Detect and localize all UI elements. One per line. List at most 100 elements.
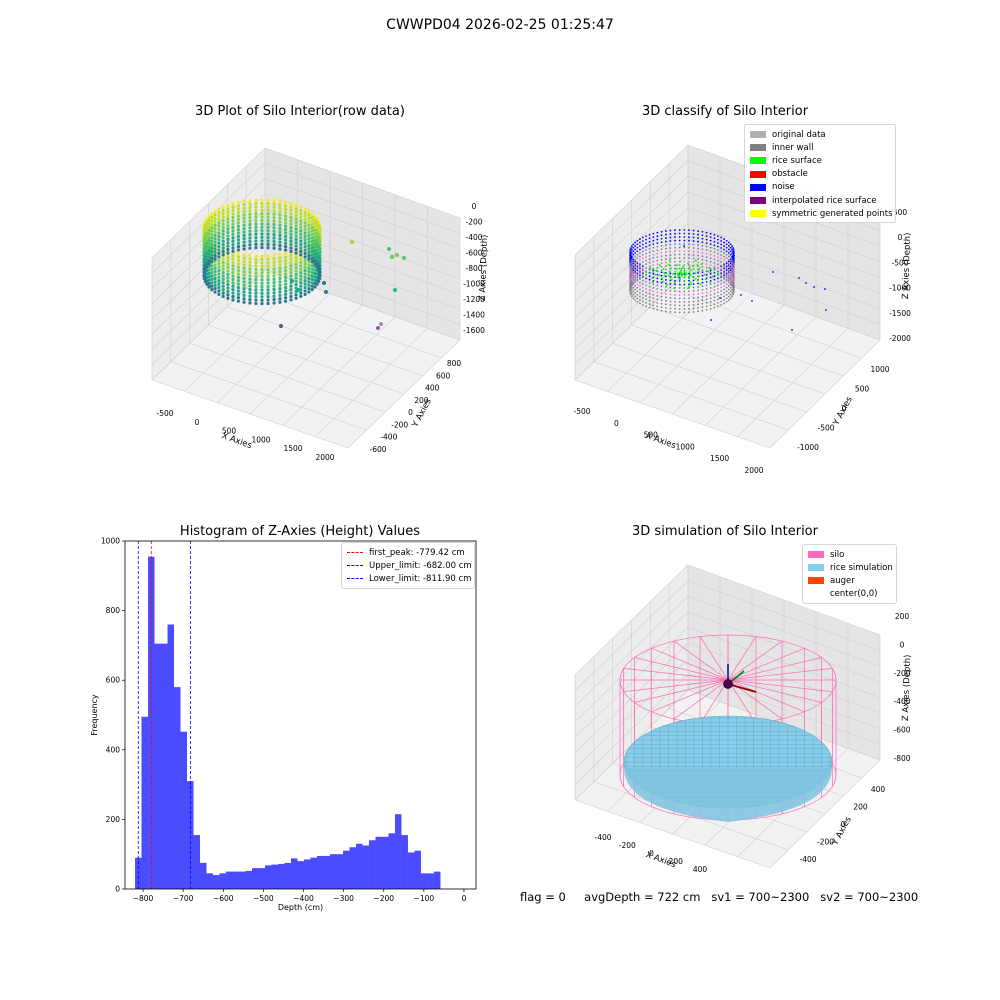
raw-data-point — [299, 208, 303, 213]
classify-data-point — [634, 260, 637, 263]
classify-data-point — [660, 299, 663, 302]
raw-data-point — [289, 254, 293, 258]
classify-data-point — [701, 255, 704, 258]
classify-data-point — [645, 245, 647, 248]
raw-data-point — [226, 213, 230, 218]
raw-data-point — [213, 223, 217, 227]
raw-data-point — [266, 239, 270, 243]
classify-data-point — [678, 304, 681, 307]
classify-data-point — [720, 261, 723, 263]
raw-data-point — [226, 276, 230, 280]
classify-data-point — [701, 295, 704, 298]
raw-data-point — [210, 212, 214, 216]
classify-data-point — [683, 243, 686, 245]
raw-data-point — [236, 217, 241, 222]
legend-label: first_peak: -779.42 cm — [369, 547, 465, 558]
legend-label: center(0,0) — [830, 589, 878, 600]
raw-data-point — [231, 212, 235, 216]
raw-data-point — [299, 222, 303, 226]
classify-data-point — [689, 273, 692, 276]
figure-title: CWWPD04 2026-02-25 01:25:47 — [386, 17, 614, 33]
classify-data-point — [674, 307, 676, 310]
raw-data-point — [266, 218, 270, 223]
raw-data-point — [272, 294, 276, 298]
classify-data-point — [692, 268, 695, 270]
classify-data-point — [648, 268, 651, 271]
raw-data-point — [307, 257, 311, 261]
classify-x-tick-label: 1500 — [710, 454, 729, 463]
classify-data-point — [656, 231, 659, 234]
raw-data-point — [266, 254, 270, 258]
raw-z-tick-label: -1600 — [463, 326, 485, 335]
raw-data-point — [283, 275, 288, 279]
silo-roof-line — [673, 640, 729, 681]
classify-data-point — [688, 264, 690, 267]
raw-data-point — [272, 301, 276, 305]
raw-data-point — [221, 274, 225, 278]
raw-data-point — [254, 215, 258, 219]
classify-data-point — [720, 290, 723, 292]
classify-data-point — [705, 287, 708, 290]
classify-data-point — [656, 256, 659, 259]
histogram-bar — [407, 852, 415, 889]
raw-data-point — [299, 281, 303, 285]
raw-data-point — [294, 217, 298, 221]
legend-swatch — [750, 131, 766, 139]
classify-data-point — [636, 260, 639, 263]
classify-data-point — [632, 269, 635, 272]
raw-data-point — [213, 209, 217, 214]
classify-data-point — [629, 261, 632, 263]
classify-data-point — [692, 290, 695, 292]
raw-data-point — [254, 261, 258, 265]
raw-data-point — [210, 271, 214, 275]
raw-data-point — [254, 208, 258, 212]
classify-data-point — [630, 262, 633, 265]
classify-data-point — [630, 273, 633, 276]
raw-data-point — [260, 281, 264, 285]
classify-data-point — [629, 291, 632, 294]
raw-data-point — [217, 221, 221, 225]
classify-grid-line — [687, 269, 881, 341]
classify-data-point — [668, 259, 671, 262]
classify-data-point — [701, 234, 704, 237]
classify-data-point — [688, 279, 690, 282]
classify-data-point — [705, 291, 708, 294]
raw-data-point — [231, 239, 235, 243]
classify-data-point — [692, 307, 695, 310]
raw-data-point — [231, 291, 235, 295]
classify-data-point — [660, 302, 663, 305]
classify-grid-line — [687, 238, 881, 310]
raw-data-point — [272, 243, 276, 247]
histogram-bar — [323, 855, 330, 889]
raw-data-point — [289, 205, 293, 209]
raw-z-axis-label: Z Axies (Depth) — [478, 234, 490, 301]
sim-z-tick-label: 0 — [900, 640, 905, 649]
raw-data-point — [210, 256, 214, 260]
classify-data-point — [701, 251, 704, 254]
raw-data-point — [217, 211, 221, 215]
classify-data-point — [660, 269, 663, 272]
raw-data-point — [221, 267, 225, 271]
raw-y-tick-label: 600 — [436, 371, 451, 380]
classify-data-point — [634, 274, 637, 277]
raw-data-point — [236, 258, 241, 262]
histogram-y-tick-label: 0 — [115, 885, 120, 894]
raw-data-point — [283, 245, 288, 249]
raw-data-point — [266, 267, 270, 272]
raw-data-point — [310, 243, 314, 247]
classify-data-point — [692, 236, 695, 239]
classify-data-point — [729, 253, 732, 256]
silo-roof-line — [634, 657, 729, 681]
histogram-bar — [336, 854, 343, 889]
raw-data-point — [210, 239, 214, 243]
classify-data-point — [692, 272, 695, 275]
classify-data-point — [692, 283, 695, 285]
classify-data-point — [723, 292, 725, 294]
raw-data-point — [283, 285, 288, 290]
classify-x-tick-label: 2000 — [744, 466, 763, 475]
classify-data-point — [705, 235, 708, 238]
raw-data-point — [217, 265, 221, 269]
classify-data-point — [713, 244, 716, 247]
raw-data-point — [248, 274, 252, 278]
classify-data-point — [639, 252, 641, 254]
